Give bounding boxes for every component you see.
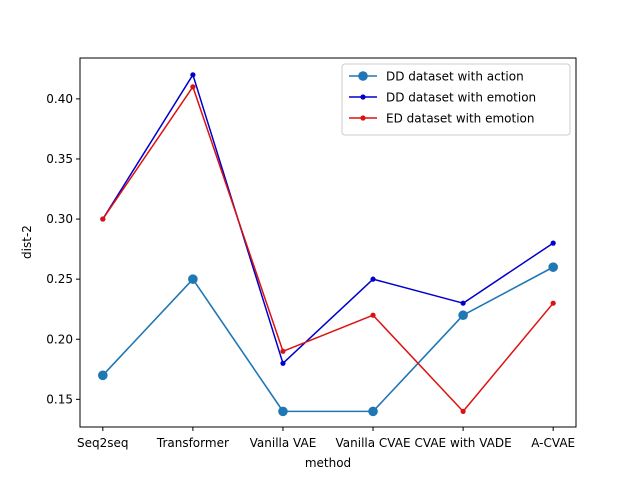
series-line [102, 86, 554, 413]
data-point [280, 348, 286, 354]
data-point [370, 312, 376, 318]
series-line [102, 266, 554, 413]
data-point [278, 406, 288, 417]
y-tick-label: 0.15 [46, 392, 73, 406]
data-point [190, 84, 196, 90]
data-point [458, 310, 468, 321]
legend-label: DD dataset with emotion [386, 91, 536, 105]
x-tick-label: CVAE with VADE [415, 436, 512, 450]
legend: DD dataset with action DD dataset with em… [341, 63, 571, 136]
legend-marker [358, 71, 368, 81]
legend-item: DD dataset with action [349, 70, 524, 84]
legend-label: ED dataset with emotion [386, 112, 535, 126]
series-line [102, 74, 554, 365]
x-axis: Seq2seq Transformer Vanilla VAE Vanilla CVA… [77, 427, 575, 450]
data-point [98, 370, 108, 381]
y-axis-label: dist-2 [20, 225, 34, 259]
x-tick-label: Transformer [156, 436, 229, 450]
plot-area [98, 72, 558, 417]
legend-item: DD dataset with emotion [349, 91, 536, 105]
legend-item: ED dataset with emotion [349, 112, 535, 126]
series-1 [98, 262, 558, 417]
data-point [370, 276, 376, 282]
data-point [548, 262, 558, 272]
y-tick-label: 0.40 [46, 92, 73, 106]
data-point [280, 360, 286, 366]
data-point [460, 300, 466, 306]
series-3 [100, 84, 556, 414]
y-tick-label: 0.25 [46, 272, 73, 286]
axes-frame [79, 57, 577, 428]
data-point [188, 274, 198, 284]
data-point [460, 408, 466, 414]
data-point [190, 72, 196, 78]
x-tick-label: Vanilla VAE [250, 436, 317, 450]
legend-marker [360, 115, 366, 121]
y-tick-label: 0.35 [46, 152, 73, 166]
x-axis-label: method [305, 456, 351, 470]
legend-box [341, 63, 571, 136]
x-tick-label: Seq2seq [77, 436, 129, 450]
y-tick-label: 0.20 [46, 332, 73, 346]
y-axis: 0.15 0.20 0.25 0.30 0.35 0.40 [46, 92, 80, 406]
data-point [100, 216, 106, 222]
y-tick-label: 0.30 [46, 212, 73, 226]
data-point [550, 300, 556, 306]
data-point [550, 240, 556, 246]
data-point [368, 406, 378, 417]
x-tick-label: Vanilla CVAE [336, 436, 411, 450]
x-tick-label: A-CVAE [531, 436, 575, 450]
legend-marker [360, 94, 366, 100]
legend-label: DD dataset with action [386, 70, 524, 84]
